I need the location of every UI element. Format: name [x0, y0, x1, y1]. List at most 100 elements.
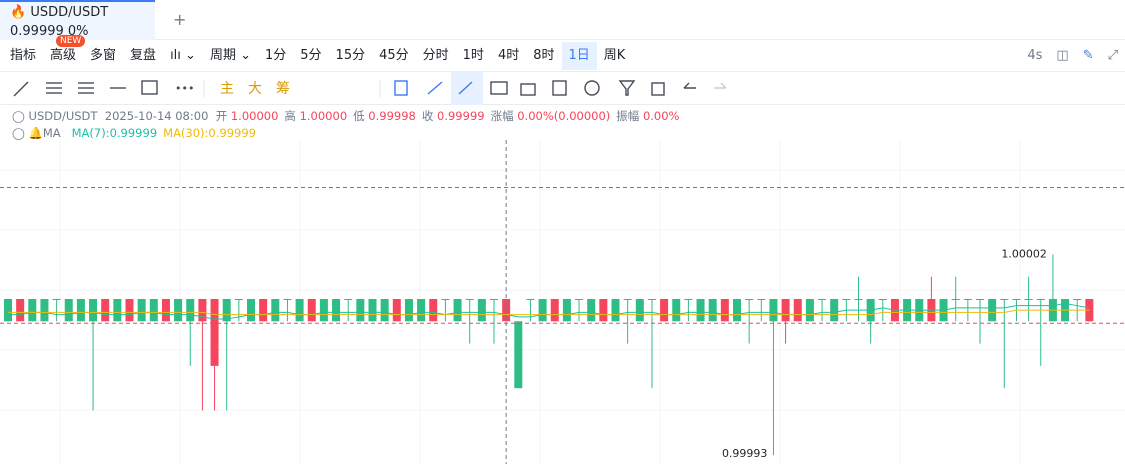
candle-body [295, 298, 304, 322]
candle-body [830, 298, 839, 322]
candle-body [514, 321, 523, 389]
period-button[interactable]: 15分 [335, 48, 366, 63]
candle-body [660, 298, 669, 322]
candle-body [137, 298, 146, 322]
draw-tools: ••• [13, 72, 727, 105]
toolbar: 指标 高级 多窗 复盘 ılı ⌄ 周期 ⌄ 1分 5分 15分 45分 分时 1时 4时 8时 1日… [0, 41, 1125, 72]
candle-body [161, 298, 170, 322]
candle-body [186, 298, 195, 322]
candle-body [647, 298, 656, 300]
candle-body [368, 298, 377, 322]
info-value: 0.00% [642, 109, 680, 123]
candle-body [332, 298, 341, 322]
candle-body [222, 298, 231, 322]
candle-body [842, 298, 851, 300]
tool-ruler[interactable] [427, 81, 443, 95]
candle-body [951, 298, 960, 300]
candle-body [356, 298, 365, 322]
candle-body [623, 298, 632, 300]
candle-body [149, 298, 158, 322]
candle-body [635, 298, 644, 322]
candle-body [793, 298, 802, 322]
candle-body [769, 298, 778, 322]
candle-body [319, 298, 328, 322]
candle-body [854, 298, 863, 300]
tool-line[interactable] [13, 81, 29, 97]
tab-symbol: USDD/USDT [30, 4, 109, 20]
toolbar-button[interactable]: 指标 [10, 48, 37, 63]
ma-line [8, 309, 1090, 316]
tool-a[interactable] [394, 80, 408, 96]
toolbar-button[interactable]: 复盘 [130, 48, 157, 63]
candle-body [490, 298, 498, 300]
candle-body [307, 298, 316, 322]
period-button[interactable]: 1分 [264, 48, 287, 63]
ma-info: ◯ 🔔MA MA(7):0.99999 MA(30):0.99999 [12, 126, 256, 140]
refresh[interactable]: 4s [1027, 48, 1043, 63]
new-badge: NEW [56, 34, 86, 47]
period-button[interactable]: 8时 [533, 48, 555, 63]
candle-body [1000, 298, 1009, 300]
period-button[interactable]: 45分 [379, 48, 409, 63]
candle-body [781, 298, 790, 322]
tool-more[interactable]: ••• [175, 82, 194, 95]
tool-pen[interactable] [458, 81, 473, 95]
candle-body [441, 298, 450, 300]
draw-tool[interactable]: 主 [220, 81, 234, 97]
expand[interactable]: ⤢ [1107, 48, 1118, 63]
draw-toolbar: ••• 主大筹 [0, 72, 1125, 105]
period-menu[interactable]: 周期 ⌄ [209, 48, 251, 63]
candle-body [259, 298, 268, 322]
candle-body [611, 298, 620, 322]
candle-body [283, 298, 292, 300]
tool-channel[interactable] [46, 82, 62, 94]
period-button[interactable]: 5分 [300, 48, 322, 63]
tab-bar: 🔥 USDD/USDT 0.99999 0% NEW + [0, 0, 1125, 47]
candle-body [733, 298, 741, 322]
info-label: 收 [421, 109, 434, 123]
info-label: 振幅 [616, 109, 640, 123]
camera[interactable]: ◫ [1056, 48, 1069, 63]
candle-body [477, 298, 486, 322]
tool-selected[interactable] [451, 72, 483, 105]
ma-name: MA [42, 126, 61, 140]
candle-body [380, 298, 389, 322]
period-button[interactable]: 周K [603, 48, 626, 63]
period-button[interactable]: 1日 [561, 42, 597, 70]
add-tab[interactable]: + [173, 10, 187, 29]
ma-value: MA(30):0.99999 [163, 126, 256, 140]
period-button[interactable]: 4时 [497, 48, 520, 63]
tool-rect[interactable] [141, 80, 158, 95]
candle-body [174, 298, 183, 322]
candle-body [720, 298, 729, 322]
info-label: 开 [215, 109, 228, 123]
candle-body [429, 298, 438, 322]
toolbar-button[interactable]: 多窗 [90, 48, 117, 63]
candle-body [76, 298, 85, 322]
toolbar-button[interactable]: 高级 [50, 48, 77, 63]
low-label: 0.99993 [722, 447, 768, 460]
period-button[interactable]: 分时 [422, 48, 449, 63]
period-label: 周期 [209, 48, 236, 63]
candle-body [271, 298, 280, 322]
draw-tool[interactable]: 大 [248, 81, 262, 97]
info-label: 涨幅 [490, 109, 514, 123]
candle-body [404, 298, 413, 322]
candle-body [550, 298, 559, 322]
candle-body [101, 298, 110, 322]
period-button[interactable]: 1时 [462, 48, 484, 63]
candle-body [125, 298, 134, 322]
candle-body [696, 298, 705, 322]
candle-body [28, 298, 37, 322]
candle-body [818, 298, 827, 300]
candle-body [575, 298, 584, 300]
draw-tool[interactable]: 筹 [276, 81, 290, 97]
symbol-tab[interactable]: 🔥 USDD/USDT 0.99999 0% NEW [0, 0, 155, 47]
edit[interactable]: ✎ [1082, 48, 1094, 63]
candle-body [89, 298, 98, 322]
tool-hlines[interactable] [78, 82, 94, 94]
candle-body [344, 298, 353, 300]
candle-body [1036, 298, 1045, 300]
candle-body [40, 298, 49, 322]
chart-type[interactable]: ılı ⌄ [170, 48, 196, 63]
